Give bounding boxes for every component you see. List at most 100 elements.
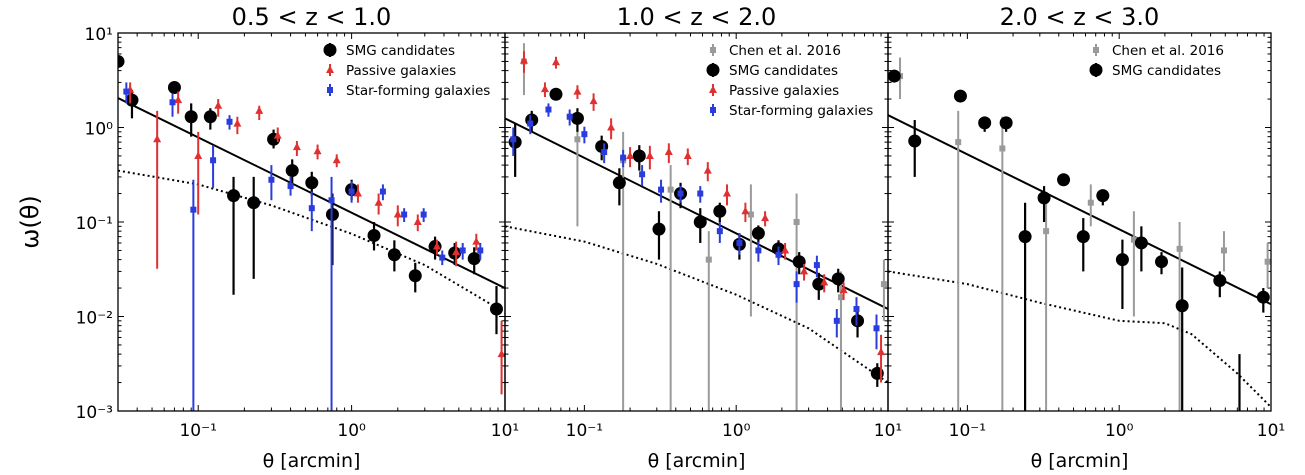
legend-marker bbox=[323, 43, 337, 57]
data-point bbox=[1043, 228, 1050, 235]
legend-label: Chen et al. 2016 bbox=[1112, 43, 1224, 59]
data-point bbox=[408, 269, 422, 283]
data-point bbox=[203, 110, 217, 124]
data-point bbox=[716, 228, 723, 235]
x-tick-label: 10⁰ bbox=[1105, 421, 1134, 441]
y-tick-label: 10⁻¹ bbox=[76, 214, 113, 234]
panel-title: 0.5 < z < 1.0 bbox=[232, 3, 392, 31]
data-point bbox=[833, 317, 840, 324]
legend-label: SMG candidates bbox=[729, 63, 838, 79]
data-point bbox=[413, 217, 422, 225]
data-point bbox=[190, 206, 197, 213]
legend-marker bbox=[710, 107, 716, 113]
data-point bbox=[401, 211, 408, 218]
series-smg-candidates bbox=[888, 69, 1270, 411]
data-point bbox=[1134, 236, 1148, 250]
data-point bbox=[472, 237, 481, 245]
data-point bbox=[459, 247, 466, 254]
y-axis-label: ω(θ) bbox=[16, 195, 44, 249]
data-point bbox=[1220, 247, 1227, 254]
panel-title: 2.0 < z < 3.0 bbox=[1000, 3, 1160, 31]
axes-frame bbox=[887, 32, 1272, 412]
data-point bbox=[812, 277, 826, 291]
x-tick-label: 10⁰ bbox=[337, 421, 366, 441]
y-tick-label: 10⁻³ bbox=[76, 403, 113, 423]
data-point bbox=[328, 197, 335, 204]
data-point bbox=[820, 277, 829, 286]
data-point bbox=[1057, 173, 1071, 187]
series-chen-et-al-2016 bbox=[520, 43, 887, 411]
data-point bbox=[1256, 290, 1270, 304]
data-point bbox=[184, 110, 198, 124]
fit-line bbox=[505, 117, 888, 310]
data-point bbox=[169, 99, 176, 106]
legend-label: Star-forming galaxies bbox=[729, 103, 873, 119]
data-point bbox=[489, 302, 503, 316]
data-point bbox=[1176, 245, 1183, 252]
data-point bbox=[908, 134, 922, 148]
data-point bbox=[570, 111, 584, 125]
legend: SMG candidates Passive galaxies Star-formi… bbox=[323, 43, 490, 99]
data-point bbox=[839, 285, 848, 294]
data-point bbox=[1155, 255, 1169, 269]
data-point bbox=[432, 242, 441, 250]
data-point bbox=[853, 306, 860, 313]
data-point bbox=[639, 171, 646, 178]
data-point bbox=[683, 151, 692, 159]
data-point bbox=[888, 69, 901, 83]
x-axis-label: θ [arcmin] bbox=[648, 450, 746, 472]
data-point bbox=[581, 131, 588, 138]
panel-2: 1.0 < z < 2.0 10⁻¹ 10⁰ 10¹ θ [arcmin] Chen et… bbox=[504, 3, 902, 472]
data-point bbox=[273, 131, 282, 139]
plot-area bbox=[505, 43, 888, 411]
data-point bbox=[626, 151, 635, 159]
legend: Chen et al. 2016 SMG candidates bbox=[1089, 43, 1224, 79]
x-tick-label: 10¹ bbox=[874, 421, 902, 441]
data-point bbox=[574, 136, 581, 143]
series-star-forming-galaxies bbox=[123, 82, 484, 411]
panel-3: 2.0 < z < 3.0 10⁻¹ 10⁰ 10¹ θ [arcmin] Chen et… bbox=[887, 3, 1285, 472]
data-point bbox=[705, 256, 712, 263]
data-point bbox=[607, 123, 616, 131]
data-point bbox=[153, 134, 162, 143]
series-passive-galaxies bbox=[519, 51, 886, 383]
x-tick-label: 10⁻¹ bbox=[566, 421, 603, 441]
data-point bbox=[551, 57, 560, 66]
model-curve bbox=[888, 270, 1271, 408]
y-tick-label: 10¹ bbox=[85, 25, 113, 45]
data-point bbox=[549, 87, 563, 101]
data-point bbox=[1264, 258, 1271, 265]
data-point bbox=[652, 222, 666, 236]
legend-marker bbox=[710, 47, 716, 53]
series-chen-et-al-2016 bbox=[897, 57, 1271, 411]
data-point bbox=[677, 190, 684, 197]
data-point bbox=[387, 248, 401, 262]
data-point bbox=[268, 176, 275, 183]
data-point bbox=[527, 120, 534, 127]
data-point bbox=[781, 245, 790, 254]
data-point bbox=[313, 146, 322, 155]
data-point bbox=[1096, 189, 1110, 203]
data-point bbox=[999, 116, 1013, 130]
x-tick-label: 10¹ bbox=[1257, 421, 1285, 441]
data-point bbox=[1213, 274, 1227, 288]
data-point bbox=[693, 215, 707, 229]
data-point bbox=[747, 211, 754, 218]
data-point bbox=[793, 219, 800, 225]
x-tick-label: 10⁻¹ bbox=[179, 421, 216, 441]
data-point bbox=[761, 213, 770, 222]
plot-area bbox=[888, 57, 1271, 411]
data-point bbox=[955, 139, 962, 146]
data-point bbox=[741, 206, 750, 215]
x-axis-label: θ [arcmin] bbox=[263, 450, 361, 472]
data-point bbox=[620, 154, 627, 161]
data-point bbox=[800, 266, 809, 275]
series-star-forming-galaxies bbox=[510, 103, 880, 350]
data-point bbox=[632, 149, 646, 163]
data-point bbox=[292, 142, 301, 151]
data-point bbox=[851, 314, 865, 328]
data-point bbox=[227, 189, 241, 203]
series-smg-candidates bbox=[118, 54, 503, 335]
data-point bbox=[658, 186, 665, 193]
x-tick-label: 10⁰ bbox=[722, 421, 751, 441]
